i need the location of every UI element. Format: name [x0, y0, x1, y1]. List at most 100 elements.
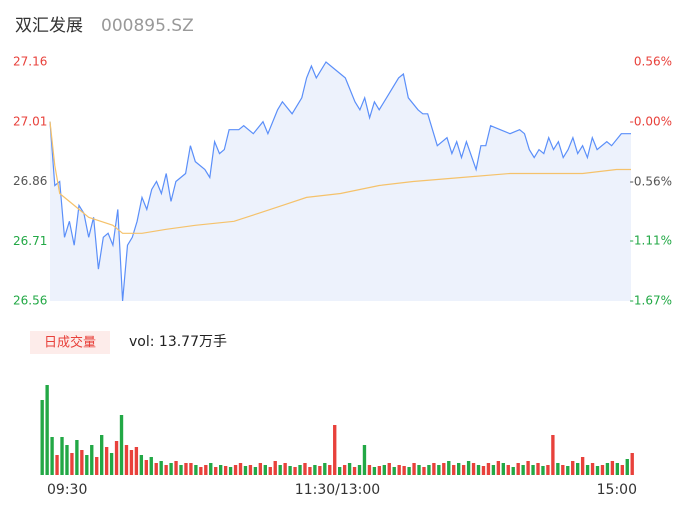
volume-bar: [209, 463, 213, 475]
volume-bar: [333, 425, 337, 475]
volume-bar: [169, 463, 173, 475]
volume-bar: [278, 465, 282, 475]
volume-bar: [214, 467, 218, 475]
volume-bar: [100, 435, 104, 475]
y-tick-label: 27.16: [13, 55, 47, 69]
volume-bar: [536, 463, 540, 475]
volume-bar: [159, 461, 163, 475]
volume-bar: [382, 465, 386, 475]
volume-bar: [407, 467, 411, 475]
volume-bar: [625, 459, 629, 475]
price-area: [50, 62, 631, 301]
volume-bar: [60, 437, 64, 475]
volume-bar: [199, 467, 203, 475]
volume-bar: [481, 466, 486, 475]
volume-bar: [486, 463, 491, 475]
volume-bar: [228, 467, 233, 475]
y-tick-label: 26.71: [13, 234, 47, 248]
volume-bar: [323, 463, 327, 475]
volume-bar: [248, 465, 253, 475]
volume-bar: [466, 461, 471, 475]
volume-bar: [387, 463, 391, 475]
y2-tick-label: -1.11%: [630, 233, 672, 247]
volume-bar: [164, 465, 168, 475]
volume-bar: [521, 465, 525, 475]
volume-bar: [258, 463, 263, 475]
volume-bar: [556, 463, 560, 475]
volume-bar: [328, 465, 332, 475]
volume-bar: [283, 463, 287, 475]
volume-bar: [253, 467, 258, 475]
volume-bar: [402, 466, 406, 475]
volume-bar: [576, 463, 580, 475]
volume-bar: [432, 463, 436, 475]
volume-bar: [194, 465, 198, 475]
volume-bar: [580, 457, 585, 475]
volume-bar: [452, 465, 456, 475]
volume-bar: [427, 465, 431, 475]
volume-bar: [585, 465, 590, 475]
volume-bar: [293, 467, 297, 475]
x-tick-label: 11:30/13:00: [295, 482, 380, 498]
volume-bar: [298, 465, 302, 475]
volume-bar: [129, 450, 134, 475]
volume-bar: [40, 400, 44, 475]
volume-bar: [397, 465, 401, 475]
volume-bar: [154, 463, 158, 475]
volume-bar: [268, 467, 272, 475]
volume-total: vol: 13.77万手: [129, 334, 227, 350]
volume-bar: [620, 465, 624, 475]
y2-tick-label: 0.56%: [634, 55, 672, 69]
volume-bar: [471, 463, 476, 475]
x-tick-label: 09:30: [47, 482, 87, 498]
volume-bar: [615, 463, 620, 475]
volume-bar: [238, 463, 243, 475]
volume-bar: [422, 467, 426, 475]
volume-bar: [90, 445, 94, 475]
volume-bar: [457, 463, 461, 475]
volume-bar: [417, 465, 421, 475]
volume-bar: [273, 461, 277, 475]
volume-bar: [447, 461, 451, 475]
volume-bar: [338, 467, 342, 475]
volume-bar: [303, 463, 307, 475]
volume-bar: [412, 463, 416, 475]
volume-label: 日成交量: [44, 335, 96, 351]
y2-tick-label: -1.67%: [630, 294, 672, 308]
y2-tick-label: -0.00%: [630, 115, 672, 129]
volume-bar: [75, 440, 79, 475]
volume-bar: [367, 465, 372, 475]
volume-bar: [149, 457, 153, 475]
volume-bar: [566, 466, 570, 475]
volume-bar: [347, 463, 352, 475]
volume-bar: [219, 465, 223, 475]
volume-bar: [437, 465, 441, 475]
volume-bar: [526, 461, 530, 475]
volume-bar: [144, 460, 148, 475]
volume-bar: [179, 465, 183, 475]
y2-tick-label: -0.56%: [630, 175, 672, 189]
volume-bar: [516, 463, 520, 475]
volume-bar: [263, 465, 267, 475]
x-tick-label: 15:00: [597, 482, 637, 498]
volume-bar: [313, 465, 317, 475]
average-line: [49, 121, 631, 234]
volume-bar: [104, 447, 109, 475]
volume-bar: [95, 457, 99, 475]
volume-bar: [362, 445, 367, 475]
volume-bar: [546, 465, 550, 475]
volume-bar: [184, 463, 188, 475]
volume-bar: [491, 465, 496, 475]
volume-bar: [233, 465, 238, 475]
volume-bar: [595, 466, 600, 475]
volume-bar: [442, 463, 446, 475]
volume-bar: [377, 466, 382, 475]
volume-bar: [476, 465, 481, 475]
volume-bar: [109, 453, 114, 475]
volume-bar: [80, 450, 84, 475]
volume-bar: [392, 467, 396, 475]
volume-bar: [288, 466, 292, 475]
volume-bar: [243, 466, 248, 475]
volume-bar: [610, 461, 615, 475]
